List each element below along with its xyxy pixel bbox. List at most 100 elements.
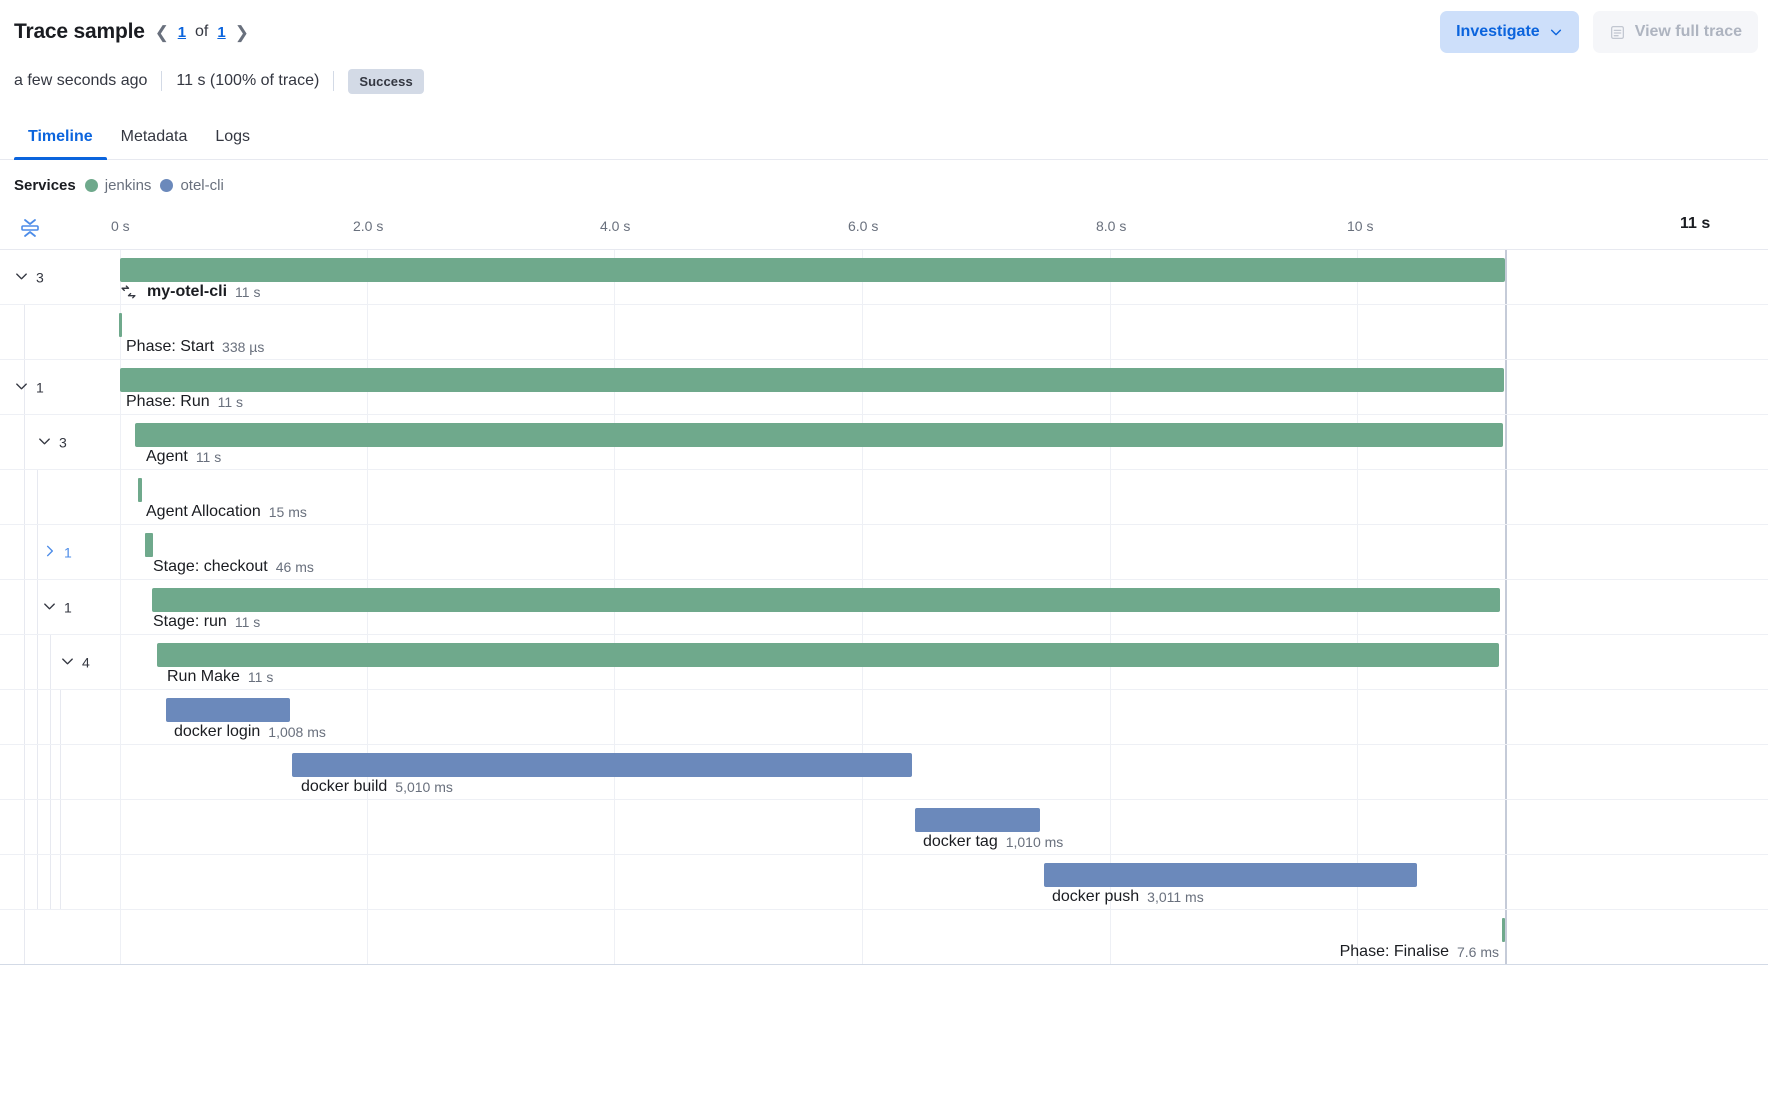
span-label-group: Agent Allocation 15 ms xyxy=(146,503,307,521)
indent-guide xyxy=(24,800,25,854)
span-bar[interactable] xyxy=(135,423,1503,447)
gridline xyxy=(862,690,863,744)
tab-timeline[interactable]: Timeline xyxy=(14,128,107,160)
span-duration: 11 s xyxy=(235,284,261,300)
gridline xyxy=(367,690,368,744)
indent-guide xyxy=(24,305,25,359)
axis-tick-0: 0 s xyxy=(111,218,130,234)
span-duration: 11 s xyxy=(195,449,222,465)
indent-guide xyxy=(50,745,51,799)
span-kind-icon xyxy=(120,284,137,301)
span-bar[interactable] xyxy=(119,313,122,337)
tab-metadata[interactable]: Metadata xyxy=(120,128,188,145)
view-full-trace-label: View full trace xyxy=(1634,23,1742,40)
gridline xyxy=(614,305,615,359)
span-row[interactable]: 3 Agent 11 s xyxy=(0,415,1768,470)
indent-guide xyxy=(50,800,51,854)
gridline-end-marker xyxy=(1505,745,1507,799)
collapse-all-icon[interactable] xyxy=(18,216,42,240)
span-label-group: Run Make 11 s xyxy=(167,668,273,686)
span-bar[interactable] xyxy=(1502,918,1505,942)
span-bar[interactable] xyxy=(157,643,1499,667)
collapse-span-toggle[interactable]: 4 xyxy=(60,654,90,671)
span-duration: 3,011 ms xyxy=(1147,889,1204,905)
gridline xyxy=(120,745,121,799)
span-row[interactable]: Phase: Start 338 µs xyxy=(0,305,1768,360)
span-label-group: Phase: Run 11 s xyxy=(126,393,243,411)
indent-guide xyxy=(60,800,61,854)
span-name: Agent Allocation xyxy=(146,503,261,520)
trace-meta-bar: a few seconds ago 11 s (100% of trace) S… xyxy=(0,64,1768,98)
jenkins-color-dot xyxy=(84,178,98,192)
title-row: Trace sample ❮ 1 of 1 ❯ xyxy=(14,0,1754,64)
collapse-span-toggle[interactable]: 3 xyxy=(14,269,44,286)
span-row[interactable]: 1 Stage: run 11 s xyxy=(0,580,1768,635)
indent-guide xyxy=(37,635,38,689)
collapse-span-toggle[interactable]: 1 xyxy=(14,379,44,396)
span-bar[interactable] xyxy=(292,753,912,777)
indent-guide xyxy=(37,690,38,744)
investigate-button[interactable]: Investigate xyxy=(1440,11,1579,53)
collapse-span-toggle[interactable]: 3 xyxy=(37,434,67,451)
span-row[interactable]: Agent Allocation 15 ms xyxy=(0,470,1768,525)
span-row[interactable]: 4 Run Make 11 s xyxy=(0,635,1768,690)
span-duration: 7.6 ms xyxy=(1456,944,1499,960)
pager-current-page[interactable]: 1 xyxy=(177,23,187,41)
legend-item-otel-cli: otel-cli xyxy=(160,177,224,194)
axis-tick-5: 10 s xyxy=(1347,218,1374,234)
span-bar[interactable] xyxy=(915,808,1040,832)
span-bar[interactable] xyxy=(1044,863,1417,887)
span-bar[interactable] xyxy=(120,258,1505,282)
axis-tick-4: 8.0 s xyxy=(1096,218,1127,234)
span-label-group: docker build 5,010 ms xyxy=(301,778,453,796)
span-bar[interactable] xyxy=(152,588,1500,612)
span-bar[interactable] xyxy=(120,368,1504,392)
indent-guide xyxy=(37,580,38,634)
indent-guide xyxy=(37,745,38,799)
gridline xyxy=(120,800,121,854)
gridline xyxy=(614,855,615,909)
gridline-end-marker xyxy=(1505,580,1507,634)
span-row[interactable]: docker push 3,011 ms xyxy=(0,855,1768,910)
indent-guide xyxy=(24,635,25,689)
span-row[interactable]: docker tag 1,010 ms xyxy=(0,800,1768,855)
gridline xyxy=(1110,525,1111,579)
tab-logs[interactable]: Logs xyxy=(215,128,251,145)
gridline xyxy=(614,470,615,524)
view-full-trace-button[interactable]: View full trace xyxy=(1592,11,1758,53)
collapse-span-toggle[interactable]: 1 xyxy=(42,599,72,616)
gridline xyxy=(367,800,368,854)
indent-guide xyxy=(60,690,61,744)
gridline xyxy=(120,580,121,634)
legend-item-jenkins: jenkins xyxy=(84,176,152,194)
gridline-end-marker xyxy=(1505,415,1507,469)
gridline xyxy=(862,525,863,579)
span-row[interactable]: Phase: Finalise 7.6 ms xyxy=(0,910,1768,965)
row-gridlines xyxy=(0,800,1768,854)
expand-span-toggle[interactable]: 1 xyxy=(42,544,72,561)
span-duration: 11 s xyxy=(247,669,274,685)
chevron-down-icon xyxy=(60,654,75,671)
span-label-group: docker login 1,008 ms xyxy=(174,723,326,741)
span-label-group: docker push 3,011 ms xyxy=(1052,888,1204,906)
span-name: my-otel-cli xyxy=(147,283,228,300)
span-bar[interactable] xyxy=(145,533,153,557)
span-label-group: Phase: Finalise 7.6 ms xyxy=(0,943,1499,961)
span-row[interactable]: 1 Stage: checkout 46 ms xyxy=(0,525,1768,580)
span-row[interactable]: docker build 5,010 ms xyxy=(0,745,1768,800)
indent-guide xyxy=(24,360,25,414)
services-legend: Services jenkins otel-cli xyxy=(0,160,1768,210)
span-bar[interactable] xyxy=(138,478,142,502)
legend-label-jenkins: jenkins xyxy=(104,176,152,194)
span-name: docker login xyxy=(174,723,261,740)
span-bar[interactable] xyxy=(166,698,290,722)
timeline-waterfall: 0 s 2.0 s 4.0 s 6.0 s 8.0 s 10 s 11 s 3 my-otel… xyxy=(0,210,1768,965)
chevron-left-icon[interactable]: ❮ xyxy=(154,22,169,42)
chevron-right-icon[interactable]: ❯ xyxy=(234,22,249,42)
pager-total-pages[interactable]: 1 xyxy=(217,23,226,41)
span-row[interactable]: docker login 1,008 ms xyxy=(0,690,1768,745)
span-row[interactable]: 3 my-otel-cli 11 s xyxy=(0,250,1768,305)
span-row[interactable]: 1 Phase: Run 11 s xyxy=(0,360,1768,415)
gridline xyxy=(120,415,121,469)
indent-guide xyxy=(37,800,38,854)
